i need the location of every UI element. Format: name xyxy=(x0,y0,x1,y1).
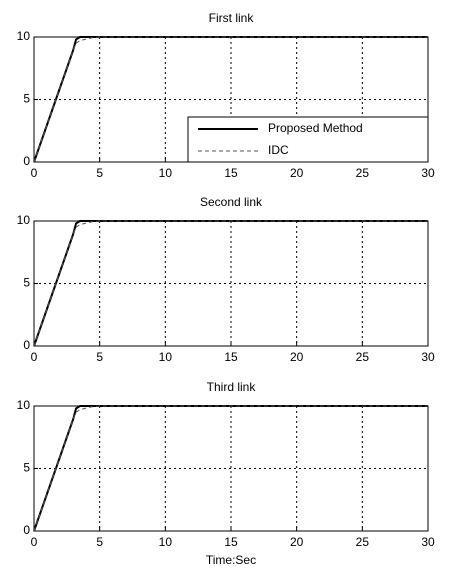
data-line xyxy=(33,405,428,532)
x-tick-label: 10 xyxy=(159,350,173,364)
x-tick-label: 25 xyxy=(356,535,370,549)
x-tick-label: 0 xyxy=(31,350,38,364)
x-tick-label: 10 xyxy=(159,535,173,549)
x-tick-label: 15 xyxy=(224,166,238,180)
legend-label: Proposed Method xyxy=(268,121,363,135)
data-line xyxy=(33,36,428,163)
x-tick-label: 20 xyxy=(290,166,304,180)
legend-label: IDC xyxy=(268,143,289,157)
x-tick-label: 30 xyxy=(421,535,435,549)
x-tick-label: 10 xyxy=(159,166,173,180)
x-axis-label: Time:Sec xyxy=(206,553,256,567)
x-tick-label: 0 xyxy=(31,166,38,180)
x-tick-label: 0 xyxy=(31,535,38,549)
y-tick-label: 5 xyxy=(23,461,30,475)
chart-title: First link xyxy=(209,11,255,25)
x-tick-label: 5 xyxy=(96,166,103,180)
x-tick-label: 15 xyxy=(224,535,238,549)
x-tick-label: 30 xyxy=(421,166,435,180)
y-tick-label: 5 xyxy=(23,276,30,290)
data-line xyxy=(33,220,428,347)
x-tick-label: 25 xyxy=(356,166,370,180)
x-tick-label: 25 xyxy=(356,350,370,364)
chart-title: Third link xyxy=(207,380,257,394)
x-tick-label: 5 xyxy=(96,350,103,364)
y-tick-label: 0 xyxy=(23,523,30,537)
y-tick-label: 0 xyxy=(23,338,30,352)
y-tick-label: 10 xyxy=(17,398,31,412)
y-tick-label: 10 xyxy=(17,213,31,227)
x-tick-label: 30 xyxy=(421,350,435,364)
chart-title: Second link xyxy=(200,195,263,209)
x-tick-label: 20 xyxy=(290,535,304,549)
legend-box xyxy=(187,116,429,163)
y-tick-label: 10 xyxy=(17,29,31,43)
y-tick-label: 5 xyxy=(23,92,30,106)
x-tick-label: 5 xyxy=(96,535,103,549)
x-tick-label: 20 xyxy=(290,350,304,364)
x-tick-label: 15 xyxy=(224,350,238,364)
y-tick-label: 0 xyxy=(23,154,30,168)
